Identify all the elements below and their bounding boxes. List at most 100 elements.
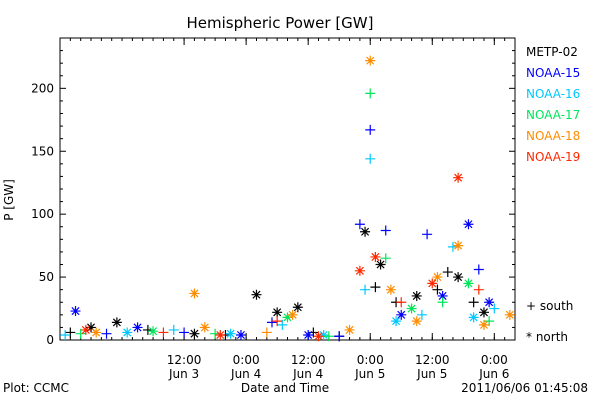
data-point-metp-02 [453, 272, 464, 283]
x-tick-label: 0:00 [233, 353, 260, 367]
data-point-noaa-17 [380, 253, 391, 264]
plot-frame [59, 37, 516, 341]
data-point-metp-02 [65, 327, 76, 338]
marker-legend-south: + south [526, 299, 573, 313]
data-point-noaa-15 [334, 331, 345, 342]
data-point-metp-02 [478, 307, 489, 318]
data-point-metp-02 [251, 289, 262, 300]
data-point-noaa-18 [261, 327, 272, 338]
x-tick-date: Jun 4 [230, 367, 261, 381]
data-point-noaa-18 [453, 240, 464, 251]
data-point-noaa-18 [385, 284, 396, 295]
data-point-noaa-17 [75, 328, 86, 339]
legend-entry-noaa-16: NOAA-16 [526, 87, 580, 101]
data-point-metp-02 [111, 317, 122, 328]
data-point-noaa-17 [148, 326, 159, 337]
data-point-noaa-15 [380, 225, 391, 236]
data-point-noaa-18 [189, 288, 200, 299]
data-point-noaa-16 [168, 324, 179, 335]
data-point-noaa-17 [463, 278, 474, 289]
data-point-noaa-17 [406, 303, 417, 314]
legend-entry-noaa-15: NOAA-15 [526, 66, 580, 80]
data-point-noaa-18 [91, 327, 102, 338]
y-tick-label: 0 [46, 333, 54, 347]
data-point-metp-02 [375, 259, 386, 270]
data-point-metp-02 [442, 267, 453, 278]
data-point-metp-02 [292, 302, 303, 313]
data-point-noaa-16 [391, 316, 402, 327]
legend-entry-noaa-19: NOAA-19 [526, 150, 580, 164]
data-point-noaa-18 [504, 309, 515, 320]
data-point-noaa-17 [484, 316, 495, 327]
chart-title: Hemispheric Power [GW] [187, 14, 374, 32]
x-tick-label: 0:00 [357, 353, 384, 367]
data-point-noaa-17 [437, 297, 448, 308]
data-point-noaa-19 [370, 251, 381, 262]
x-axis-label: Date and Time [241, 381, 329, 395]
x-tick-date: Jun 4 [292, 367, 323, 381]
data-point-noaa-15 [422, 229, 433, 240]
data-point-noaa-19 [272, 316, 283, 327]
data-point-noaa-15 [70, 306, 81, 317]
data-point-metp-02 [360, 226, 371, 237]
x-tick-label: 12:00 [167, 353, 202, 367]
data-point-noaa-18 [344, 324, 355, 335]
data-point-noaa-16 [489, 303, 500, 314]
data-points [60, 55, 515, 342]
data-point-noaa-15 [473, 264, 484, 275]
data-point-metp-02 [272, 307, 283, 318]
data-point-noaa-15 [484, 297, 495, 308]
data-point-metp-02 [411, 290, 422, 301]
data-point-noaa-16 [277, 319, 288, 330]
x-tick-label: 0:00 [481, 353, 508, 367]
data-point-noaa-15 [396, 309, 407, 320]
data-point-noaa-15 [235, 329, 246, 340]
data-point-noaa-15 [365, 124, 376, 135]
data-point-metp-02 [86, 322, 97, 333]
data-point-noaa-15 [354, 219, 365, 230]
data-point-noaa-15 [266, 317, 277, 328]
data-point-metp-02 [189, 328, 200, 339]
data-point-noaa-17 [282, 312, 293, 323]
data-point-noaa-18 [411, 316, 422, 327]
data-point-noaa-19 [427, 278, 438, 289]
y-tick-label: 150 [31, 144, 54, 158]
data-point-noaa-19 [80, 324, 91, 335]
data-point-noaa-15 [132, 322, 143, 333]
data-point-noaa-16 [416, 309, 427, 320]
data-point-noaa-19 [313, 331, 324, 342]
data-point-metp-02 [468, 297, 479, 308]
marker-legend-north: * north [526, 330, 568, 344]
x-tick-date: Jun 6 [478, 367, 509, 381]
y-tick-label: 50 [39, 270, 54, 284]
legend-entry-metp-02: METP-02 [526, 45, 578, 59]
data-point-noaa-19 [473, 284, 484, 295]
data-point-noaa-18 [287, 309, 298, 320]
data-point-noaa-17 [323, 331, 334, 342]
data-point-noaa-15 [101, 328, 112, 339]
data-point-noaa-19 [453, 172, 464, 183]
data-point-noaa-18 [199, 322, 210, 333]
data-point-noaa-17 [365, 88, 376, 99]
y-tick-label: 100 [31, 207, 54, 221]
legend: METP-02 NOAA-15 NOAA-16 NOAA-17 NOAA-18 NOAA-… [526, 45, 580, 164]
y-axis: 0 50 100 150 200 [31, 37, 515, 347]
data-point-noaa-15 [179, 327, 190, 338]
data-point-noaa-19 [354, 265, 365, 276]
data-point-noaa-16 [225, 328, 236, 339]
data-point-noaa-16 [60, 329, 71, 340]
footer-plot-source: Plot: CCMC [3, 381, 69, 395]
data-point-noaa-16 [365, 153, 376, 164]
x-tick-date: Jun 3 [168, 367, 199, 381]
data-point-metp-02 [432, 284, 443, 295]
data-point-noaa-15 [463, 219, 474, 230]
data-point-noaa-16 [360, 284, 371, 295]
y-tick-label: 200 [31, 81, 54, 95]
data-point-noaa-15 [437, 290, 448, 301]
legend-entry-noaa-17: NOAA-17 [526, 108, 580, 122]
data-point-noaa-18 [432, 272, 443, 283]
data-point-noaa-16 [122, 327, 133, 338]
y-axis-label: P [GW] [2, 179, 16, 221]
